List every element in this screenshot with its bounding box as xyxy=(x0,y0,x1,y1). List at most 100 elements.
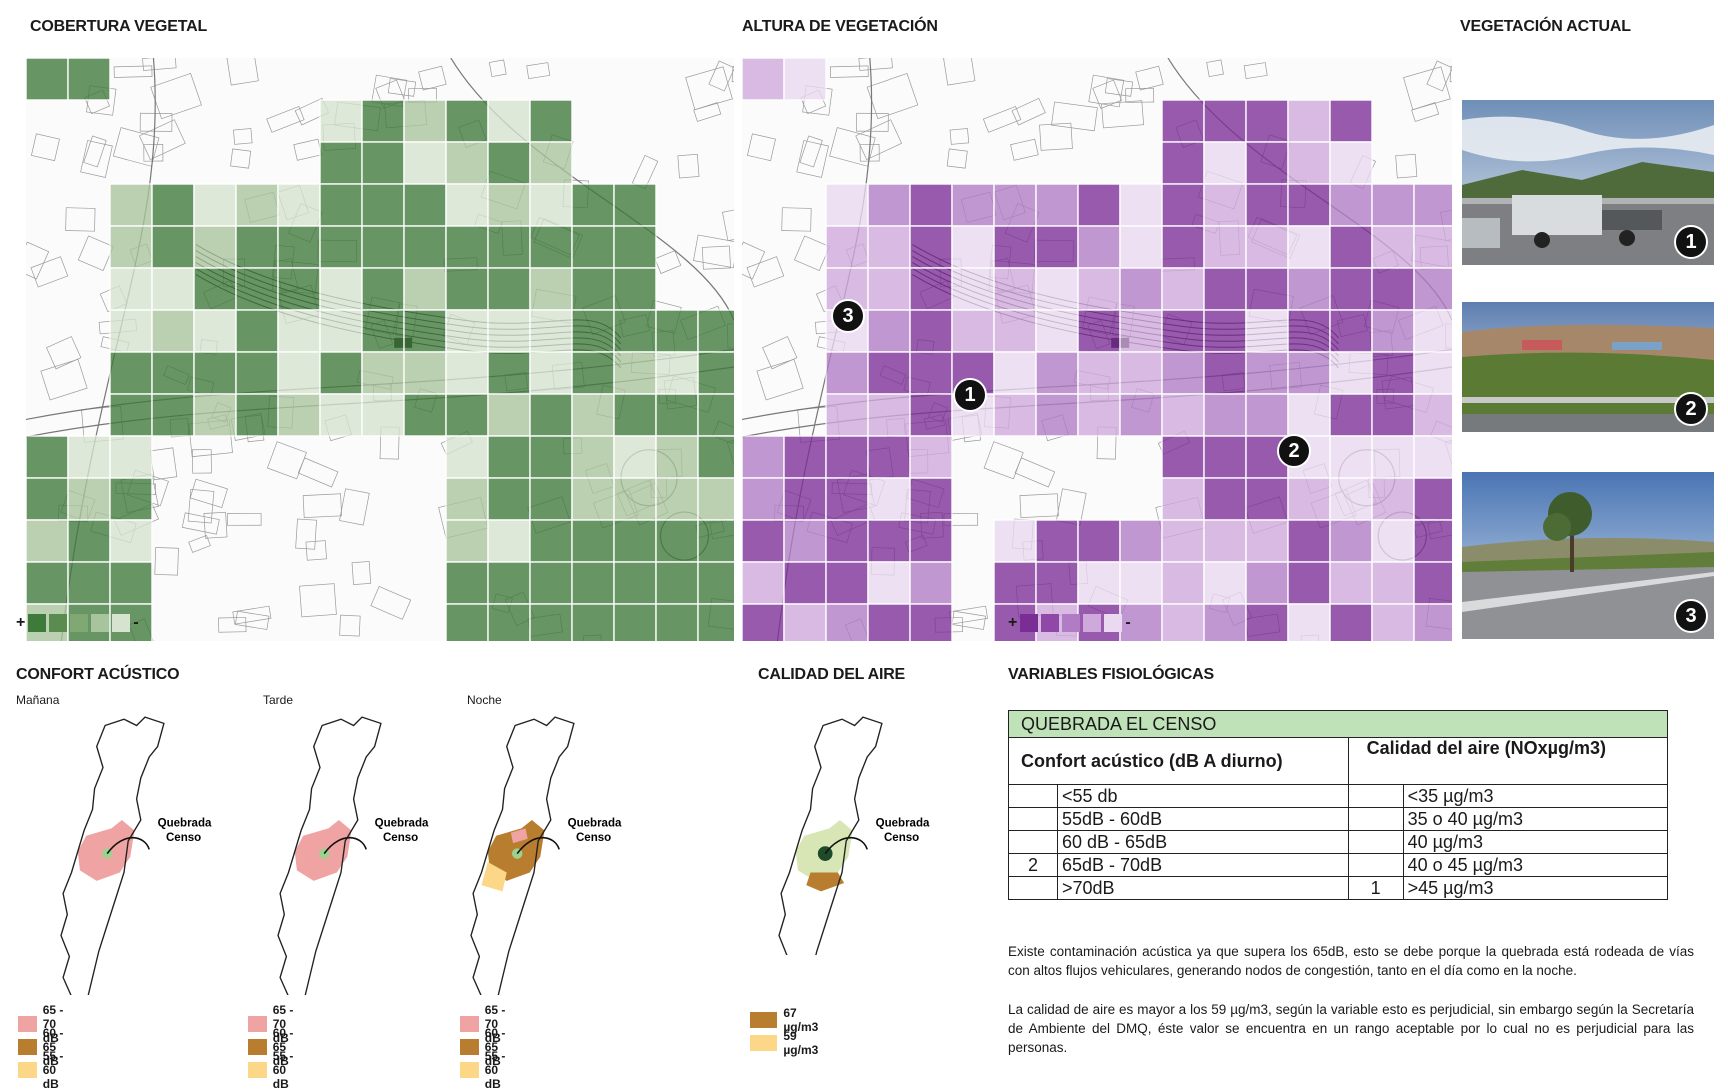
photo-1-image xyxy=(1462,100,1714,265)
legend-plus: + xyxy=(16,614,26,631)
table-cell: 60 dB - 65dB xyxy=(1057,830,1349,854)
altura-map-graphic xyxy=(742,58,1452,641)
photo-2: 2 xyxy=(1462,302,1714,432)
legend-swatch xyxy=(70,614,89,632)
censo-label: Censo xyxy=(884,832,919,844)
legend-swatch xyxy=(49,614,68,632)
legend-swatch xyxy=(28,614,47,632)
legend-swatch xyxy=(460,1016,479,1032)
legend-item: 67 µg/m3 xyxy=(750,1006,825,1034)
table-cell xyxy=(1008,807,1058,831)
table-cell xyxy=(1008,830,1058,854)
table-title: QUEBRADA EL CENSO xyxy=(1008,710,1668,738)
legend-item: 65 - 70 dB xyxy=(248,1003,304,1045)
paragraph-air: La calidad de aire es mayor a los 59 µg/… xyxy=(1008,1002,1694,1055)
quebrada-label: Quebrada xyxy=(158,817,212,829)
period-noche: Noche xyxy=(467,693,502,707)
legend-item: 60 - 65 dB xyxy=(18,1026,74,1068)
censo-label: Censo xyxy=(166,832,201,844)
legend-swatch xyxy=(1062,614,1081,632)
legend-item: 60 - 65 dB xyxy=(248,1026,304,1068)
variables-table: QUEBRADA EL CENSO Confort acústico (dB A… xyxy=(1008,710,1669,900)
legend-item: 55 - 60 dB xyxy=(460,1049,516,1091)
table-cell: <35 µg/m3 xyxy=(1402,784,1669,808)
table-cell: 1 xyxy=(1347,876,1404,900)
table-cell: 35 o 40 µg/m3 xyxy=(1402,807,1669,831)
table-header-right: Calidad del aire (NOxµg/m3) xyxy=(1347,737,1669,785)
cobertura-title: COBERTURA VEGETAL xyxy=(30,18,208,35)
legend-label: 65 - 70 dB xyxy=(484,1003,506,1045)
variables-title: VARIABLES FISIOLÓGICAS xyxy=(1008,666,1214,683)
confort-title: CONFORT ACÚSTICO xyxy=(16,666,180,683)
cobertura-map xyxy=(26,58,734,641)
legend-swatch xyxy=(460,1062,479,1078)
altura-title: ALTURA DE VEGETACIÓN xyxy=(742,18,938,35)
table-cell xyxy=(1347,853,1404,877)
district-map-tarde: Quebrada Censo xyxy=(277,716,429,995)
quebrada-label: Quebrada xyxy=(568,817,622,829)
legend-label: 65 - 70 dB xyxy=(272,1003,294,1045)
legend-swatch xyxy=(18,1016,37,1032)
legend-swatch xyxy=(112,614,131,632)
table-cell: <55 db xyxy=(1057,784,1349,808)
photo-1: 1 xyxy=(1462,100,1714,265)
table-cell xyxy=(1008,876,1058,900)
legend-swatch xyxy=(91,614,110,632)
marker-1: 1 xyxy=(953,378,987,412)
legend-swatch xyxy=(1041,614,1060,632)
altura-legend: + - xyxy=(1008,614,1131,632)
legend-swatch xyxy=(248,1062,267,1078)
table-cell: 2 xyxy=(1008,853,1058,877)
legend-swatch xyxy=(750,1035,778,1051)
table-cell: 65dB - 70dB xyxy=(1057,853,1349,877)
legend-label: 59 µg/m3 xyxy=(783,1029,819,1057)
legend-item: 55 - 60 dB xyxy=(18,1049,74,1091)
table-cell: 40 o 45 µg/m3 xyxy=(1402,853,1669,877)
legend-item: 65 - 70 dB xyxy=(18,1003,74,1045)
legend-item: 59 µg/m3 xyxy=(750,1029,825,1057)
table-cell xyxy=(1008,784,1058,808)
legend-plus: + xyxy=(1008,614,1018,631)
legend-swatch xyxy=(18,1039,37,1055)
quebrada-label: Quebrada xyxy=(375,817,429,829)
table-cell: >45 µg/m3 xyxy=(1402,876,1669,900)
table-row: >70dB 1 >45 µg/m3 xyxy=(1008,876,1669,900)
legend-swatch xyxy=(248,1039,267,1055)
legend-swatch xyxy=(248,1016,267,1032)
table-cell: >70dB xyxy=(1057,876,1349,900)
legend-label: 55 - 60 dB xyxy=(484,1049,506,1091)
legend-item: 65 - 70 dB xyxy=(460,1003,516,1045)
legend-minus: - xyxy=(133,614,139,631)
table-cell xyxy=(1347,784,1404,808)
legend-item: 55 - 60 dB xyxy=(248,1049,304,1091)
legend-swatch xyxy=(1083,614,1102,632)
legend-label: 65 - 70 dB xyxy=(42,1003,64,1045)
legend-swatch xyxy=(750,1012,778,1028)
table-row: 55dB - 60dB 35 o 40 µg/m3 xyxy=(1008,807,1669,831)
vegetacion-actual-title: VEGETACIÓN ACTUAL xyxy=(1460,18,1631,35)
district-map-noche: Quebrada Censo xyxy=(470,716,622,995)
table-cell xyxy=(1347,807,1404,831)
photo-label-1: 1 xyxy=(1674,225,1708,259)
marker-2: 2 xyxy=(1277,434,1311,468)
legend-label: 67 µg/m3 xyxy=(783,1006,819,1034)
photo-label-3: 3 xyxy=(1674,599,1708,633)
period-manana: Mañana xyxy=(16,693,60,707)
aire-title: CALIDAD DEL AIRE xyxy=(758,666,906,683)
table-cell xyxy=(1347,830,1404,854)
photo-3: 3 xyxy=(1462,472,1714,639)
legend-swatch xyxy=(18,1062,37,1078)
cobertura-legend: + - xyxy=(16,614,139,632)
legend-label: 55 - 60 dB xyxy=(42,1049,64,1091)
marker-3: 3 xyxy=(831,299,865,333)
photo-label-2: 2 xyxy=(1674,392,1708,426)
photo-2-image xyxy=(1462,302,1714,432)
legend-minus: - xyxy=(1125,614,1131,631)
table-cell: 40 µg/m3 xyxy=(1402,830,1669,854)
table-row: 60 dB - 65dB 40 µg/m3 xyxy=(1008,830,1669,854)
legend-label: 60 - 65 dB xyxy=(42,1026,64,1068)
legend-label: 55 - 60 dB xyxy=(272,1049,294,1091)
legend-label: 60 - 65 dB xyxy=(484,1026,506,1068)
cobertura-map-graphic xyxy=(26,58,734,641)
photo-3-image xyxy=(1462,472,1714,639)
